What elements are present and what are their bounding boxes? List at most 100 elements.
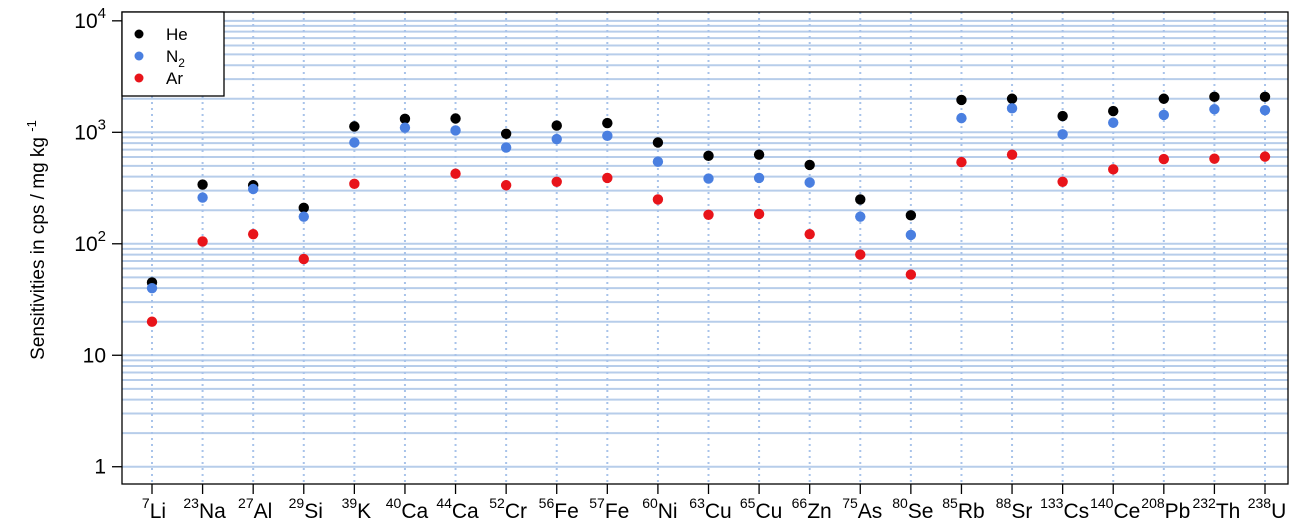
point-He — [602, 117, 613, 129]
point-Ar — [1209, 153, 1220, 164]
x-tick-label: 39K — [342, 495, 372, 523]
point-N2 — [450, 125, 461, 136]
y-tick-label: 1 — [94, 456, 106, 479]
x-tick-label: 75As — [842, 495, 882, 523]
point-Ar — [855, 249, 866, 260]
y-tick-label: 103 — [74, 116, 106, 144]
point-Ar — [197, 236, 208, 247]
point-He — [956, 94, 967, 106]
grid-lines — [122, 12, 1288, 484]
x-tick-label: 208Pb — [1141, 495, 1190, 523]
y-tick-label: 102 — [74, 228, 106, 256]
point-He — [1209, 91, 1220, 103]
point-N2 — [399, 122, 411, 133]
point-He — [1259, 91, 1271, 103]
point-He — [855, 194, 866, 205]
x-tick-label: 238U — [1248, 495, 1287, 523]
x-tick-label: 140Ce — [1090, 495, 1140, 523]
point-Ar — [1006, 149, 1018, 160]
point-N2 — [1108, 117, 1119, 128]
point-He — [1108, 105, 1119, 117]
x-tick-label: 57Fe — [589, 495, 629, 523]
point-He — [804, 159, 815, 171]
x-tick-label: 27Al — [238, 495, 272, 523]
point-N2 — [956, 112, 967, 124]
point-N2 — [298, 211, 309, 222]
x-tick-label: 133Cs — [1040, 495, 1089, 523]
point-He — [905, 210, 917, 221]
point-N2 — [349, 137, 360, 148]
point-He — [551, 120, 562, 131]
point-Ar — [753, 208, 765, 220]
point-He — [298, 202, 309, 214]
y-tick-label: 10 — [83, 344, 106, 367]
x-tick-label: 44Ca — [436, 495, 479, 523]
point-Ar — [349, 178, 360, 190]
point-N2 — [1057, 129, 1068, 140]
point-N2 — [146, 282, 158, 294]
x-tick-label: 29Si — [289, 495, 323, 523]
plot-area — [146, 91, 1271, 327]
legend-label-He: He — [166, 25, 188, 44]
x-tick-label: 56Fe — [539, 495, 579, 523]
point-He — [500, 128, 512, 139]
point-Ar — [602, 172, 613, 184]
point-N2 — [703, 173, 714, 184]
point-Ar — [146, 316, 158, 327]
point-He — [399, 113, 411, 125]
point-Ar — [1158, 153, 1170, 165]
point-He — [349, 121, 360, 132]
point-He — [450, 113, 461, 124]
point-N2 — [804, 177, 815, 188]
y-axis-label: Sensitivities in cps / mg kg -1 — [24, 120, 49, 360]
point-Ar — [551, 176, 562, 187]
x-tick-label: 23Na — [183, 495, 226, 523]
point-Ar — [1259, 151, 1271, 162]
legend-marker-N2 — [134, 51, 144, 61]
x-tick-label: 65Cu — [740, 495, 782, 523]
x-tick-label: 88Sr — [996, 495, 1033, 523]
x-tick-label: 52Cr — [489, 495, 527, 523]
point-Ar — [956, 156, 967, 168]
point-Ar — [804, 228, 815, 240]
point-He — [1006, 93, 1018, 104]
x-tick-label: 60Ni — [642, 495, 677, 523]
point-Ar — [298, 253, 309, 265]
point-N2 — [500, 142, 512, 153]
point-He — [1158, 93, 1170, 104]
point-N2 — [855, 211, 866, 222]
x-tick-label: 80Se — [892, 495, 933, 523]
point-Ar — [1057, 176, 1068, 187]
x-tick-label: 232Th — [1192, 495, 1240, 523]
point-Ar — [652, 194, 664, 205]
point-N2 — [1006, 103, 1018, 114]
point-He — [703, 150, 714, 162]
point-He — [197, 179, 208, 190]
x-tick-label: 63Cu — [689, 495, 731, 523]
point-Ar — [450, 168, 461, 179]
point-N2 — [1209, 104, 1220, 115]
point-He — [652, 137, 664, 148]
point-Ar — [703, 209, 714, 220]
point-N2 — [753, 172, 765, 184]
x-tick-label: 85Rb — [942, 495, 984, 523]
point-He — [1057, 110, 1068, 122]
point-Ar — [1108, 164, 1119, 175]
point-N2 — [1259, 104, 1271, 116]
legend-marker-Ar — [134, 73, 144, 83]
x-tick-label: 66Zn — [792, 495, 832, 523]
point-Ar — [500, 180, 512, 191]
legend-marker-He — [134, 29, 144, 39]
point-Ar — [247, 228, 259, 240]
x-tick-label: 7Li — [142, 495, 166, 523]
point-N2 — [602, 130, 613, 142]
legend-label-Ar: Ar — [166, 69, 183, 88]
axes: 1 10 102 103 104 Sensitivities in cps / mg kg… — [24, 5, 1289, 523]
point-N2 — [905, 229, 917, 241]
point-N2 — [247, 183, 259, 195]
y-tick-label: 104 — [74, 5, 106, 33]
x-tick-label: 40Ca — [386, 495, 429, 523]
point-N2 — [197, 192, 208, 203]
